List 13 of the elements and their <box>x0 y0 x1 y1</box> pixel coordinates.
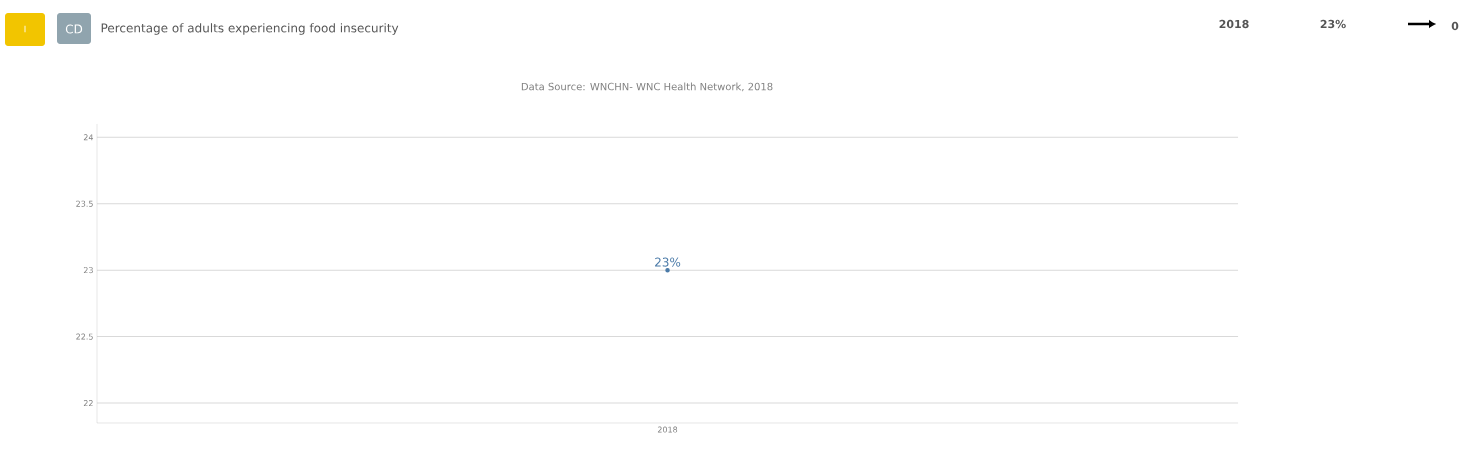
y-tick-label: 24 <box>83 134 94 141</box>
text: 2018 <box>1219 19 1249 29</box>
chart-title: Percentage of adults experiencing food insecurity <box>101 23 399 35</box>
y-tick-label: 23.5 <box>76 200 93 207</box>
y-tick-label: 22 <box>83 400 93 407</box>
text: I <box>24 25 26 33</box>
text: CD <box>65 24 83 34</box>
y-tick-label: 22.5 <box>76 333 93 340</box>
y-tick-label: 23 <box>83 267 93 274</box>
data-label: 23% <box>655 257 681 267</box>
chart-subtitle: Data Source: WNCHN- WNC Health Network, 2018 <box>521 82 773 92</box>
text: 23% <box>1320 19 1346 29</box>
text: 0 <box>1451 21 1459 31</box>
